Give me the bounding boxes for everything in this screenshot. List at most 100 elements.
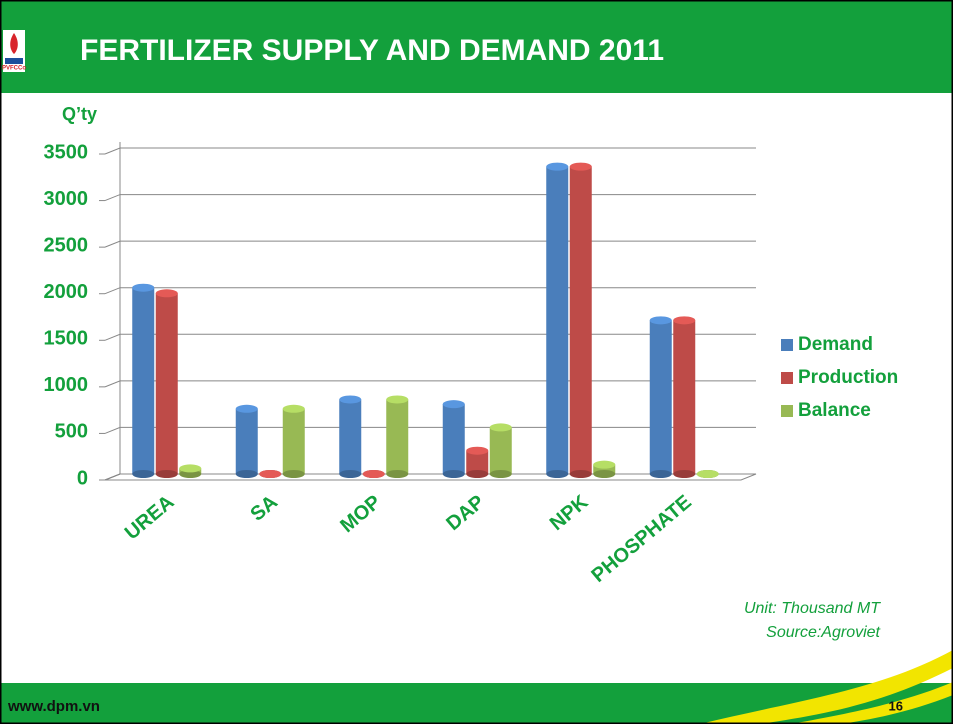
bar-top xyxy=(442,400,465,409)
bar-top xyxy=(386,395,409,404)
grid-line xyxy=(104,426,756,434)
grid-line xyxy=(104,333,756,341)
bar-base xyxy=(546,470,569,478)
grid-line xyxy=(104,147,756,155)
bar-base xyxy=(282,470,305,478)
bar-body xyxy=(386,399,409,474)
bar xyxy=(282,404,305,478)
bar-body xyxy=(339,399,362,474)
bar xyxy=(179,464,202,478)
y-tick-label: 0 xyxy=(77,467,88,489)
bar-body xyxy=(546,166,569,474)
bar xyxy=(673,316,696,478)
bar-top xyxy=(466,446,489,455)
bar-top xyxy=(339,395,362,404)
bar-top xyxy=(259,470,282,478)
bar-top xyxy=(235,404,258,413)
bar-base xyxy=(593,470,616,478)
bar xyxy=(489,423,512,478)
bar-body xyxy=(593,464,616,474)
logo-flame xyxy=(10,33,18,54)
grid-line xyxy=(104,380,756,388)
bar xyxy=(546,162,569,478)
grid-line xyxy=(104,473,756,481)
bar-base xyxy=(466,470,489,478)
slide-title: FERTILIZER SUPPLY AND DEMAND 2011 xyxy=(80,34,664,67)
bar-body xyxy=(489,427,512,474)
bar xyxy=(259,470,282,478)
bar-body xyxy=(155,293,178,474)
bar xyxy=(696,470,719,478)
bar-body xyxy=(442,404,465,474)
y-axis-label: Q’ty xyxy=(62,104,97,124)
bar-body xyxy=(466,450,489,474)
bar xyxy=(593,460,616,478)
bar-top xyxy=(696,470,719,478)
bar-top xyxy=(282,404,305,413)
bar xyxy=(386,395,409,478)
bar-top xyxy=(132,283,155,292)
bar-base xyxy=(673,470,696,478)
bar-base xyxy=(489,470,512,478)
bar xyxy=(235,404,258,478)
y-tick-label: 2000 xyxy=(44,281,89,303)
bar-base xyxy=(339,470,362,478)
header-band xyxy=(0,0,953,93)
logo-bar xyxy=(5,58,23,64)
logo-text: PVFCCo xyxy=(2,66,26,72)
grid-line xyxy=(104,287,756,295)
bar-top xyxy=(649,316,672,325)
y-tick-label: 3000 xyxy=(44,188,89,210)
legend-label: Production xyxy=(798,367,898,388)
bar xyxy=(362,470,385,478)
bar xyxy=(442,400,465,478)
swoosh xyxy=(790,682,953,724)
legend-label: Balance xyxy=(798,400,871,421)
bar xyxy=(466,446,489,478)
bar-base xyxy=(569,470,592,478)
bar-base xyxy=(155,470,178,478)
bar-top xyxy=(593,460,616,469)
bar-base xyxy=(386,470,409,478)
bar-top xyxy=(489,423,512,432)
bar-body xyxy=(649,320,672,474)
bar xyxy=(649,316,672,478)
bar-body xyxy=(673,320,696,474)
bar-body xyxy=(132,287,155,474)
bar-base xyxy=(649,470,672,478)
page-number: 16 xyxy=(889,698,903,713)
legend-label: Demand xyxy=(798,334,873,355)
bar-base xyxy=(179,470,202,478)
grid-line xyxy=(104,194,756,202)
legend-swatch xyxy=(781,339,793,351)
y-tick-label: 3500 xyxy=(44,141,89,163)
bar-top xyxy=(569,162,592,171)
y-tick-label: 1000 xyxy=(44,374,89,396)
annotation: Unit: Thousand MT xyxy=(744,600,881,617)
y-tick-label: 2500 xyxy=(44,234,89,256)
bar-top xyxy=(673,316,696,325)
y-tick-label: 500 xyxy=(55,421,88,443)
grid-line xyxy=(104,240,756,248)
bar-top xyxy=(179,464,202,473)
bar xyxy=(132,283,155,478)
legend-swatch xyxy=(781,405,793,417)
bar xyxy=(155,289,178,478)
annotation: Source:Agroviet xyxy=(766,624,880,641)
bar xyxy=(569,162,592,478)
bar-base xyxy=(132,470,155,478)
bar-top xyxy=(362,470,385,478)
y-tick-label: 1500 xyxy=(44,328,89,350)
legend-swatch xyxy=(781,372,793,384)
bar-base xyxy=(235,470,258,478)
bar-body xyxy=(569,166,592,474)
bar-body xyxy=(282,408,305,474)
bar-base xyxy=(442,470,465,478)
bar-top xyxy=(546,162,569,171)
footer-url: www.dpm.vn xyxy=(7,698,100,715)
bar-top xyxy=(155,289,178,298)
bar-body xyxy=(235,408,258,474)
bar xyxy=(339,395,362,478)
swoosh xyxy=(700,650,953,724)
